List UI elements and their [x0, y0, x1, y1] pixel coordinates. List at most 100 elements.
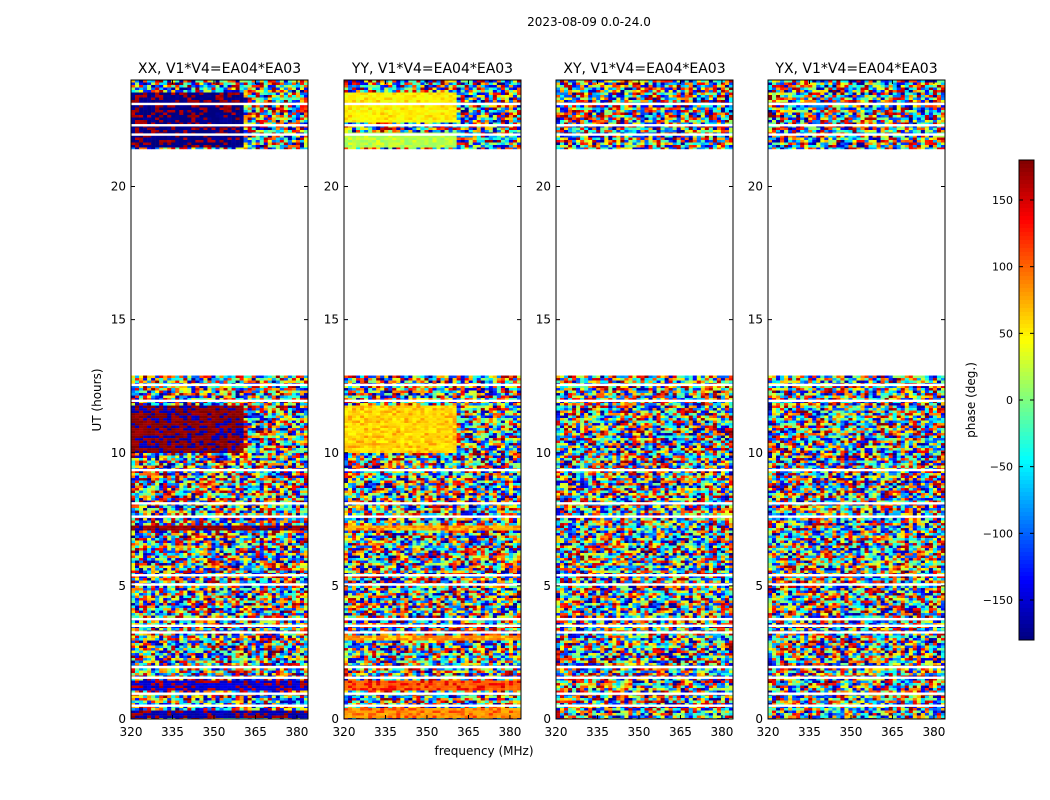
phase-cell [187, 391, 191, 394]
phase-cell [171, 538, 175, 541]
phase-cell [276, 578, 280, 581]
phase-cell [296, 518, 300, 521]
phase-cell [232, 566, 236, 569]
phase-cell [211, 563, 215, 566]
phase-cell [252, 546, 256, 549]
phase-cell [300, 451, 304, 454]
phase-cell [256, 388, 260, 391]
phase-cell [272, 463, 276, 466]
phase-cell [292, 563, 296, 566]
phase-cell [171, 506, 175, 509]
phase-cell [207, 523, 211, 526]
phase-cell [203, 508, 207, 511]
phase-cell [155, 571, 159, 574]
phase-cell [191, 478, 195, 481]
phase-cell [240, 598, 244, 601]
phase-cell [195, 598, 199, 601]
phase-cell [288, 491, 292, 494]
phase-cell [159, 588, 163, 591]
phase-cell [215, 493, 219, 496]
phase-cell [292, 581, 296, 584]
phase-cell [292, 466, 296, 469]
phase-cell [280, 441, 284, 444]
phase-cell [179, 558, 183, 561]
phase-cell [143, 543, 147, 546]
phase-cell [300, 418, 304, 421]
phase-cell [264, 586, 268, 589]
phase-cell [248, 521, 252, 524]
phase-cell [272, 563, 276, 566]
phase-cell [139, 488, 143, 491]
phase-cell [163, 556, 167, 559]
phase-cell [248, 478, 252, 481]
phase-cell [143, 393, 147, 396]
phase-cell [167, 461, 171, 464]
phase-cell [171, 483, 175, 486]
phase-cell [195, 391, 199, 394]
phase-cell [252, 451, 256, 454]
phase-cell [296, 571, 300, 574]
phase-cell [175, 391, 179, 394]
phase-cell [191, 493, 195, 496]
phase-cell [179, 513, 183, 516]
phase-cell [171, 413, 175, 416]
phase-cell [163, 418, 167, 421]
phase-cell [248, 563, 252, 566]
phase-cell [211, 493, 215, 496]
phase-cell [272, 396, 276, 399]
phase-cell [211, 568, 215, 571]
phase-cell [159, 563, 163, 566]
phase-cell [264, 403, 268, 406]
phase-cell [159, 441, 163, 444]
phase-cell [191, 513, 195, 516]
phase-cell [284, 476, 288, 479]
phase-cell [268, 506, 272, 509]
phase-cell [211, 426, 215, 429]
phase-cell [207, 443, 211, 446]
phase-cell [131, 488, 135, 491]
phase-cell [191, 426, 195, 429]
phase-cell [280, 543, 284, 546]
phase-cell [272, 466, 276, 469]
phase-cell [135, 508, 139, 511]
phase-cell [207, 408, 211, 411]
phase-cell [187, 423, 191, 426]
phase-cell [179, 486, 183, 489]
phase-cell [135, 523, 139, 526]
phase-cell [179, 463, 183, 466]
phase-cell [240, 418, 244, 421]
phase-cell [284, 508, 288, 511]
phase-cell [272, 453, 276, 456]
phase-cell [244, 596, 248, 599]
phase-cell [276, 396, 280, 399]
phase-cell [296, 513, 300, 516]
phase-cell [248, 456, 252, 459]
phase-cell [252, 378, 256, 381]
phase-cell [256, 433, 260, 436]
phase-cell [183, 453, 187, 456]
phase-cell [207, 393, 211, 396]
phase-cell [143, 456, 147, 459]
phase-cell [280, 566, 284, 569]
phase-cell [147, 436, 151, 439]
phase-cell [191, 403, 195, 406]
phase-cell [224, 543, 228, 546]
phase-cell [252, 591, 256, 594]
phase-cell [288, 591, 292, 594]
phase-cell [135, 416, 139, 419]
phase-cell [284, 551, 288, 554]
phase-cell [264, 493, 268, 496]
phase-cell [191, 566, 195, 569]
phase-cell [300, 601, 304, 604]
phase-cell [244, 431, 248, 434]
phase-cell [232, 443, 236, 446]
phase-cell [228, 391, 232, 394]
phase-cell [187, 483, 191, 486]
phase-cell [292, 546, 296, 549]
phase-cell [240, 413, 244, 416]
phase-cell [232, 396, 236, 399]
phase-cell [203, 598, 207, 601]
phase-cell [147, 588, 151, 591]
phase-cell [240, 483, 244, 486]
phase-cell [252, 466, 256, 469]
